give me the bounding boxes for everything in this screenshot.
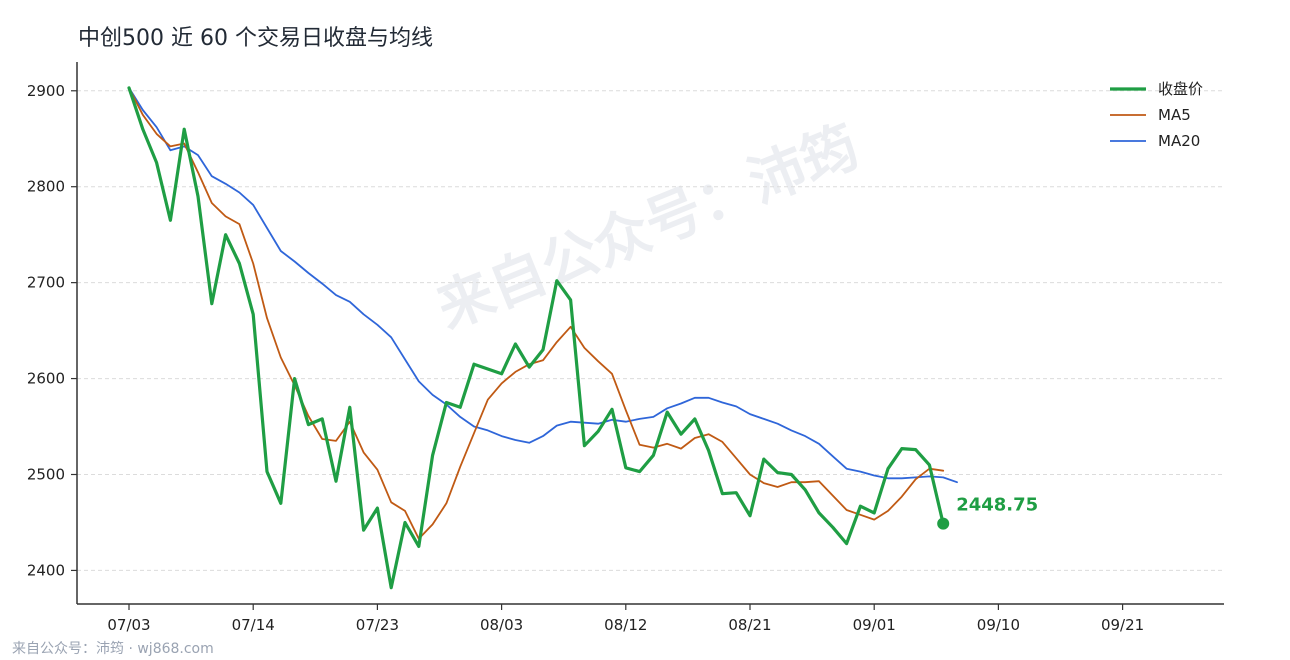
x-tick-label: 08/21 xyxy=(728,616,771,634)
x-tick-label: 08/12 xyxy=(604,616,647,634)
legend-label: MA5 xyxy=(1158,106,1191,124)
x-tick-label: 07/14 xyxy=(232,616,275,634)
legend-label: MA20 xyxy=(1158,132,1200,150)
y-tick-label: 2800 xyxy=(27,178,65,196)
y-tick-label: 2600 xyxy=(27,370,65,388)
chart-title: 中创500 近 60 个交易日收盘与均线 xyxy=(78,26,433,51)
x-tick-label: 09/01 xyxy=(853,616,896,634)
x-tick-label: 07/23 xyxy=(356,616,399,634)
x-tick-label: 08/03 xyxy=(480,616,523,634)
series-line-close xyxy=(127,86,945,590)
footer-credit: 来自公众号：沛筠 · wj868.com xyxy=(12,641,214,657)
x-tick-label: 07/03 xyxy=(107,616,150,634)
gridlines xyxy=(77,90,1224,571)
x-tick-label: 09/10 xyxy=(977,616,1020,634)
y-tick-label: 2700 xyxy=(27,274,65,292)
series-lines xyxy=(127,86,958,590)
legend: 收盘价 MA5 MA20 xyxy=(1110,80,1203,150)
watermark: 来自公众号：沛筠 xyxy=(428,114,868,342)
axes: 2400 2500 2600 2700 2800 2900 07/03 07/14 07/23 0… xyxy=(27,62,1224,634)
y-tick-label: 2500 xyxy=(27,465,65,483)
y-tick-label: 2900 xyxy=(27,82,65,100)
annotations: 2448.75 xyxy=(937,495,1038,530)
x-tick-label: 09/21 xyxy=(1101,616,1144,634)
y-tick-label: 2400 xyxy=(27,561,65,579)
series-line-ma20 xyxy=(128,87,958,484)
last-close-label: 2448.75 xyxy=(956,495,1038,516)
last-close-marker xyxy=(937,517,950,530)
legend-label: 收盘价 xyxy=(1158,80,1203,98)
series-line-ma5 xyxy=(128,87,945,540)
